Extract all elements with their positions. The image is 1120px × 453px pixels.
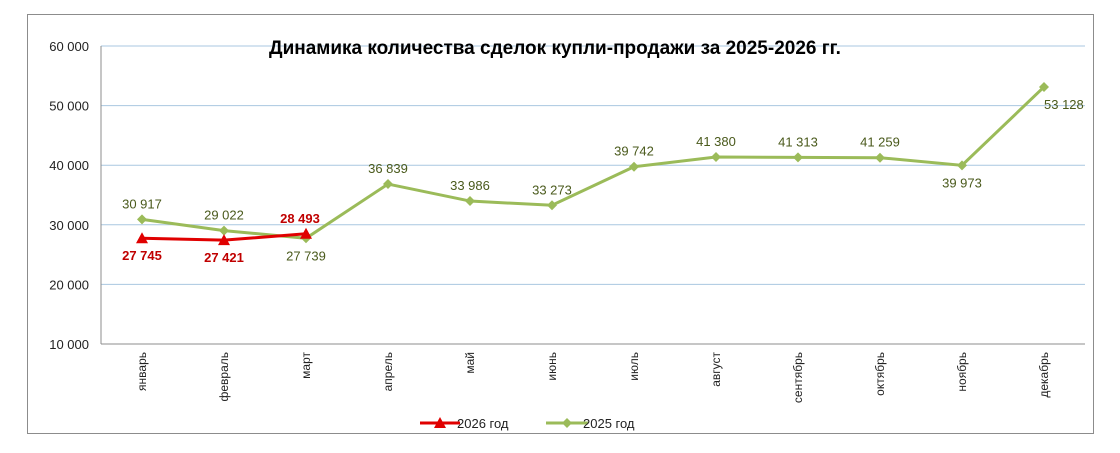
y-tick-label: 40 000 (49, 158, 89, 173)
data-label-2025: 30 917 (122, 196, 162, 211)
data-label-2025: 39 973 (942, 175, 982, 190)
x-tick-label: март (299, 352, 313, 379)
series-line-2025 (141, 85, 1046, 240)
x-tick-label: сентябрь (791, 352, 805, 403)
data-point-2025 (547, 200, 557, 211)
legend-marker-2026 (434, 417, 446, 428)
x-tick-label: декабрь (1037, 352, 1051, 398)
data-label-2025: 41 259 (860, 135, 900, 150)
data-point-2025 (1039, 81, 1049, 92)
y-tick-label: 60 000 (49, 39, 89, 54)
legend-label-2025: 2025 год (583, 416, 635, 431)
x-tick-label: июль (627, 352, 641, 381)
legend-label-2026: 2026 год (457, 416, 509, 431)
chart-title: Динамика количества сделок купли-продажи… (269, 38, 841, 59)
data-label-2025: 27 739 (286, 248, 326, 263)
data-point-2025 (465, 196, 475, 207)
legend-marker-2025 (562, 418, 572, 428)
data-point-2025 (793, 152, 803, 163)
x-tick-label: май (463, 352, 477, 374)
y-tick-label: 50 000 (49, 99, 89, 114)
data-label-2025: 29 022 (204, 208, 244, 223)
x-tick-label: январь (135, 352, 149, 391)
data-label-2025: 39 742 (614, 144, 654, 159)
data-point-2026 (218, 234, 230, 246)
chart-frame (27, 14, 1094, 434)
data-point-2025 (875, 152, 885, 163)
y-tick-label: 10 000 (49, 337, 89, 352)
x-tick-label: апрель (381, 352, 395, 391)
y-tick-label: 30 000 (49, 218, 89, 233)
data-point-2025 (137, 214, 147, 225)
data-label-2025: 33 273 (532, 182, 572, 197)
x-tick-label: ноябрь (955, 352, 969, 392)
x-tick-label: июнь (545, 352, 559, 381)
data-label-2025: 33 986 (450, 178, 490, 193)
data-point-2025 (383, 179, 393, 190)
data-label-2026: 28 493 (280, 211, 320, 226)
data-label-2025: 53 128 (1044, 97, 1084, 112)
data-label-2025: 41 380 (696, 134, 736, 149)
y-tick-label: 20 000 (49, 277, 89, 292)
x-tick-label: февраль (217, 352, 231, 402)
data-point-2025 (219, 225, 229, 236)
data-label-2025: 41 313 (778, 134, 818, 149)
data-point-2026 (136, 232, 148, 244)
data-label-2025: 36 839 (368, 161, 408, 176)
data-point-2025 (711, 151, 721, 162)
data-label-2026: 27 421 (204, 250, 244, 265)
data-label-2026: 27 745 (122, 248, 162, 263)
data-point-2025 (957, 160, 967, 171)
x-tick-label: октябрь (873, 352, 887, 396)
x-tick-label: август (709, 352, 723, 387)
data-point-2026 (300, 227, 312, 239)
data-point-2025 (629, 161, 639, 172)
